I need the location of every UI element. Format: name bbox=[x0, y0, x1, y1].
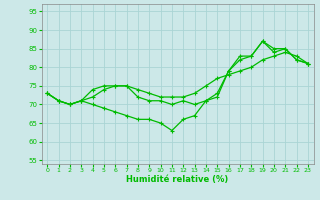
X-axis label: Humidité relative (%): Humidité relative (%) bbox=[126, 175, 229, 184]
